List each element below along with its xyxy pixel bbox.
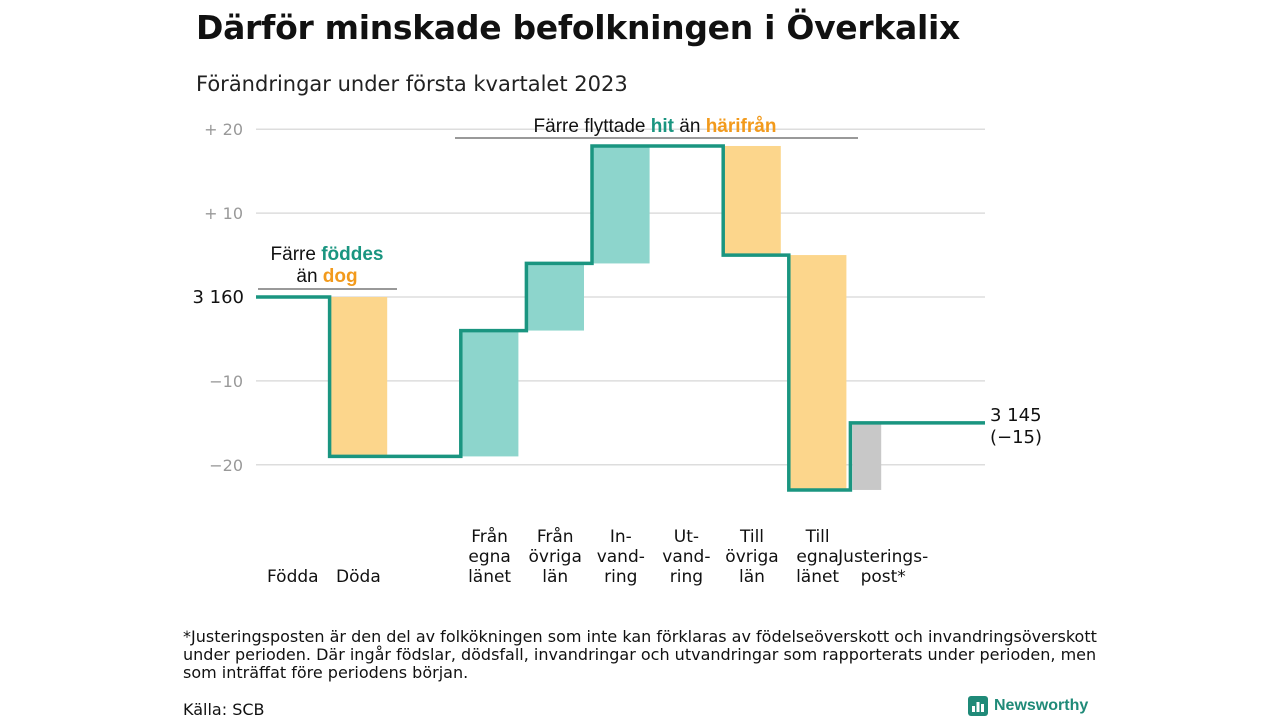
births-annotation-line1: Färre föddes — [271, 244, 384, 265]
category-label: övriga — [529, 547, 582, 567]
category-label: Döda — [336, 567, 381, 587]
annotation-segment: Färre — [271, 244, 322, 265]
category-label: länet — [796, 567, 839, 587]
annotation-segment: än — [296, 266, 322, 287]
y-tick-label: −10 — [209, 372, 243, 391]
category-label: Till — [739, 527, 764, 547]
category-label: Justerings- — [837, 547, 928, 567]
population-step-line — [256, 144, 985, 492]
waterfall-bar — [723, 145, 781, 256]
category-label: Från — [471, 526, 508, 547]
end-change-label: (−15) — [990, 427, 1042, 448]
annotation-segment: dog — [323, 266, 358, 287]
chart-subtitle: Förändringar under första kvartalet 2023 — [196, 72, 628, 96]
source-text: Källa: SCB — [183, 700, 265, 719]
annotation-segment: föddes — [321, 244, 383, 265]
footnote: *Justeringsposten är den del av folkökni… — [183, 627, 1097, 682]
waterfall-bar — [788, 255, 847, 490]
category-label: egna — [796, 547, 838, 567]
y-tick-label: −20 — [209, 456, 243, 475]
annotation-segment: hit — [651, 116, 675, 137]
category-label: län — [739, 567, 765, 587]
category-label: Ut- — [674, 527, 699, 547]
migration-annotation: Färre flyttade hit än härifrån — [534, 116, 777, 137]
annotation-segment: härifrån — [706, 116, 777, 137]
waterfall-bar — [460, 330, 519, 457]
y-tick-label: + 10 — [204, 204, 243, 223]
start-value-label: 3 160 — [192, 287, 244, 308]
annotation-segment: än — [674, 116, 706, 137]
chart-title: Därför minskade befolkningen i Överkalix — [196, 8, 960, 47]
category-label: Till — [805, 527, 830, 547]
newsworthy-logo-icon — [968, 696, 988, 716]
brand-name: Newsworthy — [994, 697, 1089, 714]
annotation-segment: Färre flyttade — [534, 116, 651, 137]
waterfall-bar — [592, 145, 650, 264]
waterfall-bar — [329, 297, 388, 457]
category-label: Från — [537, 526, 574, 547]
category-label: län — [542, 567, 568, 587]
category-label: länet — [468, 567, 511, 587]
category-label: Födda — [267, 567, 319, 587]
bar-layer — [329, 145, 882, 490]
brand: Newsworthy — [968, 696, 1088, 716]
category-label: post* — [861, 567, 906, 587]
end-value-label: 3 145 — [990, 405, 1042, 426]
category-label: vand- — [662, 547, 710, 567]
line-layer — [256, 144, 985, 492]
category-label: egna — [468, 547, 510, 567]
category-label: In- — [610, 527, 632, 547]
category-label: övriga — [725, 547, 778, 567]
category-label: ring — [670, 567, 703, 587]
category-label: ring — [604, 567, 637, 587]
y-tick-label: + 20 — [204, 120, 243, 139]
category-label: vand- — [597, 547, 645, 567]
waterfall-bar — [526, 263, 584, 331]
waterfall-bar — [852, 422, 882, 490]
births-annotation-line2: än dog — [296, 266, 357, 287]
